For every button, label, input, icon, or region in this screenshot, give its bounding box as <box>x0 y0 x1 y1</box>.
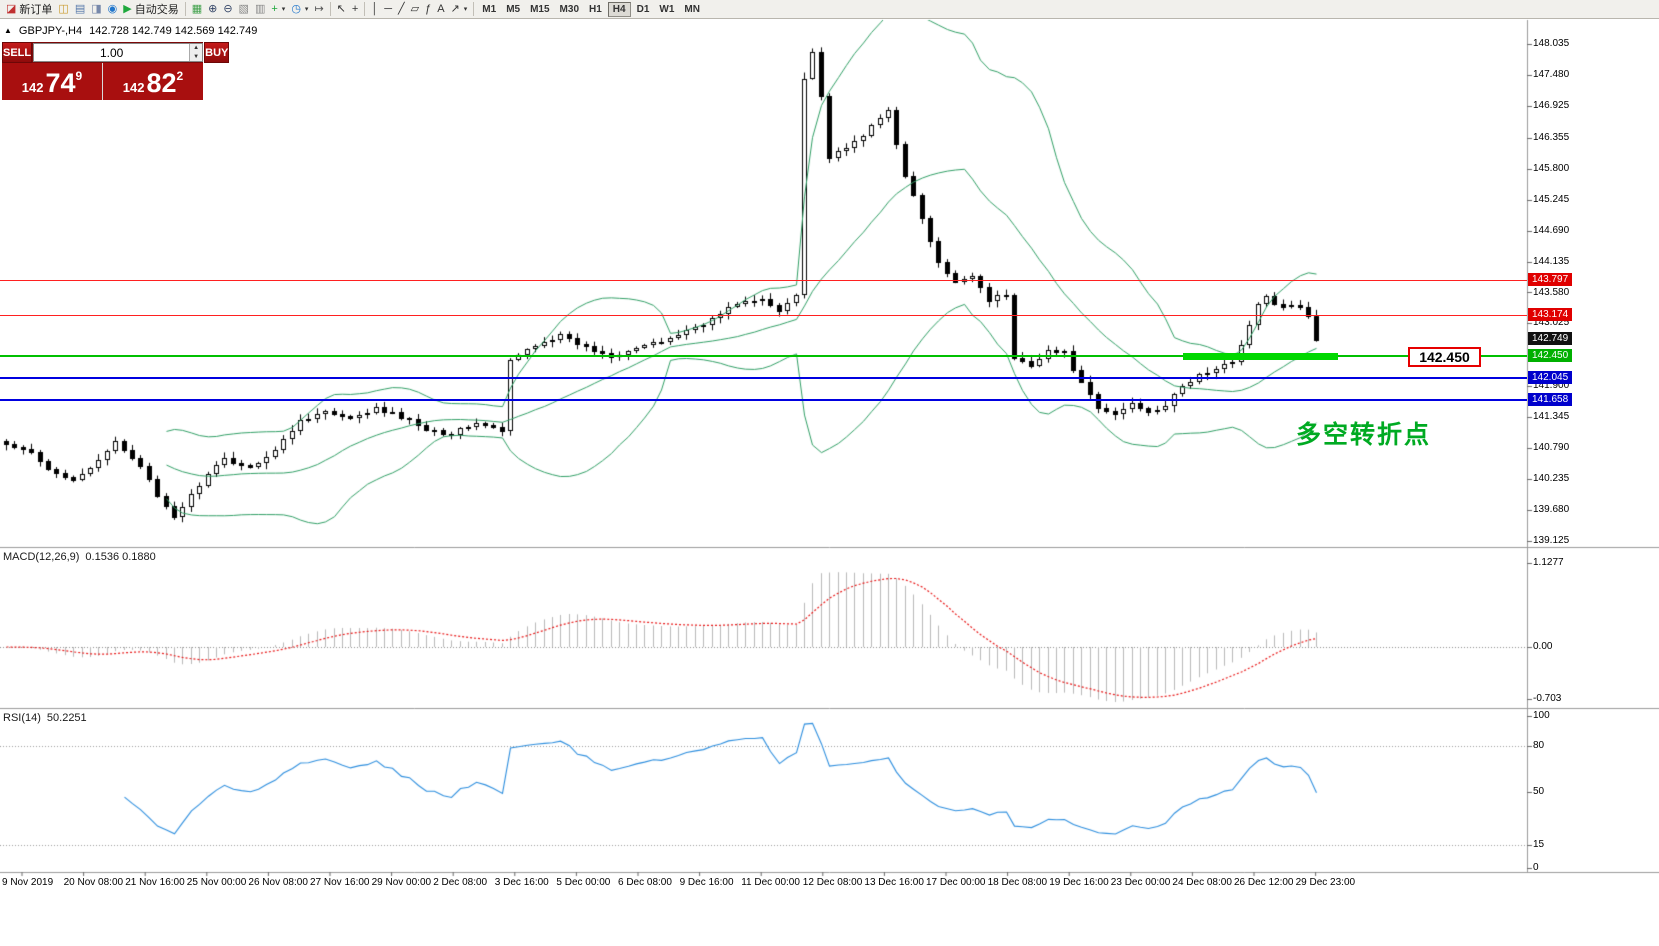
timeframe-button-m15[interactable]: M15 <box>530 3 550 15</box>
zoom-in-icon: ⊕ <box>208 2 218 15</box>
website-button[interactable]: ◉ <box>105 1 121 18</box>
arrows-button[interactable]: ↗ ▾ <box>448 1 471 18</box>
tile-windows-icon: ▦ <box>191 2 203 15</box>
toolbar-separator <box>329 2 331 16</box>
preview-button[interactable]: ◨ <box>88 1 104 18</box>
fibonacci-icon: ƒ <box>425 2 432 15</box>
new-order-button[interactable]: ◪ 新订单 <box>3 1 55 18</box>
horizontal-line-button[interactable]: ─ <box>381 1 395 18</box>
trendline-button[interactable]: ╱ <box>395 1 408 18</box>
sell-price-base: 142 <box>21 79 44 95</box>
chart-symbol-header: ▲ GBPJPY-,H4 142.728 142.749 142.569 142… <box>4 25 257 37</box>
timeframe-button-h1[interactable]: H1 <box>589 3 602 15</box>
turning-point-annotation[interactable]: 多空转折点 <box>1296 421 1432 449</box>
tile-windows-button[interactable]: ▦ <box>189 1 205 18</box>
horizontal-line-icon: ─ <box>384 2 392 15</box>
text-button[interactable]: A <box>434 1 447 18</box>
timeframe-button-mn[interactable]: MN <box>684 3 700 15</box>
new-chart-button[interactable]: + ▾ <box>268 1 288 18</box>
ohlc-values: 142.728 142.749 142.569 142.749 <box>89 25 258 37</box>
lot-size-box: ▲ ▼ <box>33 43 204 62</box>
new-order-icon: ◪ <box>6 2 17 15</box>
price-level-callout[interactable]: 142.450 <box>1408 347 1481 367</box>
rsi-indicator-label: RSI(14) 50.2251 <box>3 712 87 724</box>
cursor-button[interactable]: ↖ <box>334 1 349 18</box>
chart-shift-icon: ↦ <box>314 2 324 15</box>
lot-spinner: ▲ ▼ <box>189 44 203 61</box>
timeframe-button-m1[interactable]: M1 <box>482 3 497 15</box>
chart-window-icon: ◫ <box>58 2 69 15</box>
text-icon: A <box>437 2 445 15</box>
autotrading-button-label: 自动交易 <box>134 4 179 16</box>
rsi-current-value: 50.2251 <box>46 712 87 724</box>
crosshair-icon: + <box>351 2 359 15</box>
rsi-name: RSI(14) <box>3 712 41 724</box>
timeframe-button-d1[interactable]: D1 <box>636 3 650 15</box>
macd-name: MACD(12,26,9) <box>3 551 80 563</box>
crosshair-button[interactable]: + <box>349 1 361 18</box>
print-button[interactable]: ▤ <box>72 1 88 18</box>
one-click-trading-panel: SELL ▲ ▼ BUY 142 74 9 142 82 2 <box>2 42 230 100</box>
sell-button[interactable]: SELL <box>2 42 33 63</box>
clock-icon: ◷ <box>291 2 301 15</box>
macd-indicator-label: MACD(12,26,9) 0.1536 0.1880 <box>3 551 156 563</box>
lot-size-input[interactable] <box>34 44 190 61</box>
channel-button[interactable]: ▱ <box>408 1 422 18</box>
arrange-button[interactable]: ▥ <box>252 1 268 18</box>
zoom-out-icon: ⊖ <box>223 2 233 15</box>
autotrading-play-icon: ▶ <box>123 2 132 15</box>
zoom-in-button[interactable]: ⊕ <box>205 1 220 18</box>
charts-button[interactable]: ◫ <box>55 1 71 18</box>
arrange-windows-icon: ▥ <box>254 2 266 15</box>
timeframe-button-h4[interactable]: H4 <box>607 1 631 17</box>
one-click-panel-toggle-icon[interactable]: ▲ <box>4 26 12 35</box>
profiles-button[interactable]: ◷ ▾ <box>288 1 311 18</box>
vertical-line-button[interactable]: │ <box>368 1 381 18</box>
globe-icon: ◉ <box>107 2 118 15</box>
buy-price-pip: 2 <box>176 69 184 83</box>
chevron-down-icon: ▾ <box>281 6 286 13</box>
buy-price-base: 142 <box>122 79 145 95</box>
chevron-down-icon: ▾ <box>304 6 309 13</box>
toolbar-separator <box>364 2 366 16</box>
toolbar-separator <box>473 2 475 16</box>
new-order-button-label: 新订单 <box>19 4 53 16</box>
chart-shift-button[interactable]: ↦ <box>311 1 326 18</box>
cursor-arrow-icon: ↖ <box>336 2 346 15</box>
macd-current-values: 0.1536 0.1880 <box>85 551 156 563</box>
cascade-button[interactable]: ▧ <box>236 1 252 18</box>
trendline-icon: ╱ <box>397 2 405 15</box>
autotrading-button[interactable]: ▶ 自动交易 <box>120 1 181 18</box>
vertical-line-icon: │ <box>371 2 379 15</box>
cascade-windows-icon: ▧ <box>238 2 249 15</box>
sell-price-button[interactable]: 142 74 9 <box>2 63 102 100</box>
arrow-objects-icon: ↗ <box>450 2 460 15</box>
print-preview-icon: ◨ <box>91 2 102 15</box>
zoom-out-button[interactable]: ⊖ <box>220 1 235 18</box>
timeframe-button-m30[interactable]: M30 <box>559 3 579 15</box>
chevron-down-icon: ▾ <box>463 6 468 13</box>
timeframe-button-w1[interactable]: W1 <box>659 3 675 15</box>
symbol-timeframe-label: GBPJPY-,H4 <box>18 25 83 37</box>
toolbar: ◪ 新订单 ◫ ▤ ◨ ◉ ▶ 自动交易 ▦ ⊕ ⊖ ▧ ▥ + ▾ ◷ ▾ ↦ ↖ + │ ─ ╱ ▱ ƒ A ↗ ▾ M1 M5 M15… <box>0 0 1659 19</box>
printer-icon: ▤ <box>74 2 86 15</box>
lot-decrease-button[interactable]: ▼ <box>190 52 203 61</box>
fibonacci-button[interactable]: ƒ <box>422 1 434 18</box>
buy-button[interactable]: BUY <box>204 42 230 63</box>
toolbar-separator <box>184 2 186 16</box>
sell-price-main: 74 <box>45 68 76 98</box>
lot-increase-button[interactable]: ▲ <box>190 44 203 53</box>
timeframe-button-m5[interactable]: M5 <box>506 3 521 15</box>
sell-price-pip: 9 <box>75 69 83 83</box>
channel-icon: ▱ <box>410 2 420 15</box>
new-chart-icon: + <box>271 2 278 15</box>
buy-price-main: 82 <box>146 68 177 98</box>
buy-price-button[interactable]: 142 82 2 <box>103 63 203 100</box>
